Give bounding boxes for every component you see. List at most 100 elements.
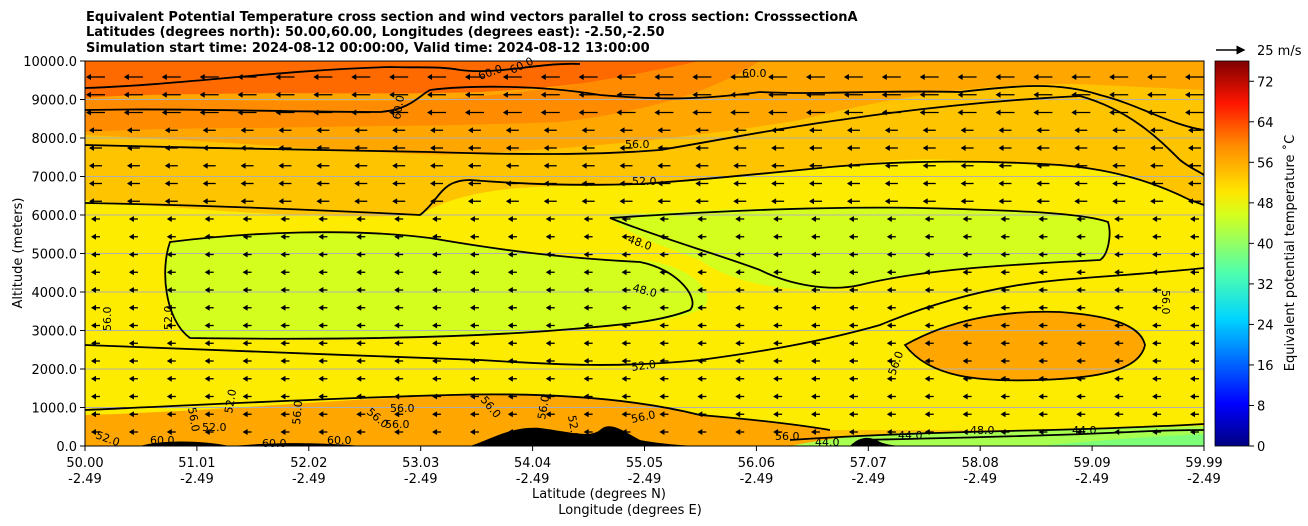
y-tick-label: 6000.0 — [32, 209, 78, 224]
y-axis: 0.0 1000.0 2000.0 3000.0 4000.0 5000.0 6000.0 7… — [23, 55, 85, 455]
wind-vector-head — [469, 375, 475, 382]
wind-vector-head — [621, 375, 627, 382]
x-tick-label-lon: -2.49 — [1075, 472, 1109, 487]
wind-vector-head — [543, 162, 549, 169]
wind-vector-head — [432, 429, 438, 435]
contour-label: 48.0 — [631, 281, 658, 300]
wind-vector-head — [91, 322, 96, 329]
wind-vector-head — [848, 322, 854, 329]
wind-vector-head — [583, 340, 589, 347]
wind-vector-head — [581, 162, 587, 169]
contour-label: 60.0 — [390, 94, 407, 120]
wind-vector-head — [924, 269, 930, 276]
wind-vector-head — [202, 162, 208, 169]
wind-vector-head — [806, 91, 812, 98]
wind-vector-head — [204, 304, 210, 311]
wind-vector-head — [89, 127, 94, 134]
wind-vector-head — [886, 411, 892, 418]
x-tick-label-lat: 54.04 — [514, 456, 551, 471]
wind-vector-head — [919, 74, 925, 80]
wind-vector-head — [886, 340, 892, 347]
wind-vector-head — [280, 233, 286, 240]
wind-vector-head — [123, 91, 129, 98]
wind-vector-head — [848, 340, 854, 347]
contour-60-top — [85, 62, 581, 89]
wind-vector-head — [995, 109, 1001, 116]
wind-vector-head — [583, 411, 589, 418]
wind-vector-head — [735, 251, 741, 258]
wind-vector-head — [771, 180, 777, 187]
wind-vector-head — [697, 411, 703, 418]
wind-vector-head — [697, 287, 703, 293]
wind-vector-head — [960, 145, 966, 151]
wind-vector-head — [1038, 322, 1044, 329]
wind-vector-head — [242, 269, 248, 276]
wind-vector-head — [962, 429, 968, 435]
wind-vector-head — [697, 375, 703, 382]
wind-vector-head — [166, 375, 172, 382]
wind-vector-head — [1036, 162, 1042, 169]
wind-vector-head — [464, 109, 470, 116]
contour-label: 60.0 — [742, 67, 767, 80]
colorbar-tick-label: 32 — [1257, 278, 1274, 293]
wind-vector-head — [91, 358, 96, 364]
contour-label: 56.0 — [630, 408, 657, 426]
colorbar-tick-label: 0 — [1257, 440, 1265, 455]
wind-vector-head — [123, 109, 129, 116]
wind-vector-head — [432, 304, 438, 311]
wind-vector-head — [1036, 127, 1042, 134]
wind-vector-head — [507, 216, 513, 222]
wind-vector-head — [1000, 216, 1006, 222]
wind-vector-head — [657, 127, 663, 134]
wind-vector-head — [356, 216, 362, 222]
wind-vector-head — [1076, 375, 1082, 382]
wind-vector-head — [275, 91, 281, 98]
wind-vector-head — [161, 91, 167, 98]
wind-vector-head — [280, 304, 286, 311]
wind-vector-head — [1190, 411, 1195, 418]
wind-vector-head — [695, 180, 701, 187]
wind-vector-head — [619, 162, 625, 169]
wind-vector-head — [1188, 127, 1193, 134]
wind-vector-head — [583, 233, 589, 240]
wind-vector-head — [806, 74, 812, 80]
wind-vector-head — [204, 287, 210, 293]
wind-vector-head — [730, 109, 736, 116]
contour-44-bottom — [859, 429, 1204, 441]
wind-vector-head — [581, 180, 587, 187]
wind-vector-head — [1000, 287, 1006, 293]
wind-vector-head — [469, 216, 475, 222]
wind-vector-head — [846, 127, 852, 134]
wind-vector-head — [278, 180, 284, 187]
wind-vector-head — [505, 180, 511, 187]
x-tick-label-lon: -2.49 — [404, 472, 438, 487]
wind-vector-head — [1076, 233, 1082, 240]
wind-vector-head — [735, 375, 741, 382]
wind-vector-head — [735, 411, 741, 418]
wind-vector-head — [389, 74, 395, 80]
wind-vector-head — [356, 375, 362, 382]
wind-vector-head — [432, 393, 438, 400]
wind-vector-head — [692, 109, 698, 116]
wind-vector-head — [427, 74, 433, 80]
wind-vector-head — [773, 216, 779, 222]
wind-vector-head — [507, 287, 513, 293]
wind-vector-head — [884, 127, 890, 134]
wind-vector-head — [275, 109, 281, 116]
wind-vector-head — [616, 109, 622, 116]
wind-vector-head — [91, 429, 96, 435]
wind-vector-head — [1114, 216, 1120, 222]
wind-vector-head — [962, 269, 968, 276]
wind-vector-head — [621, 340, 627, 347]
contour-label: 52.0 — [631, 358, 657, 374]
wind-vector-head — [1114, 233, 1120, 240]
wind-vector-head — [730, 91, 736, 98]
wind-vector-head — [1112, 145, 1118, 151]
contour-56-right — [903, 310, 1146, 382]
wind-vector-head — [166, 411, 172, 418]
wind-vector-head — [771, 198, 777, 205]
wind-vector-head — [1190, 429, 1195, 435]
wind-vector-head — [166, 429, 172, 435]
wind-vector-head — [313, 109, 319, 116]
wind-vector-head — [583, 429, 589, 435]
